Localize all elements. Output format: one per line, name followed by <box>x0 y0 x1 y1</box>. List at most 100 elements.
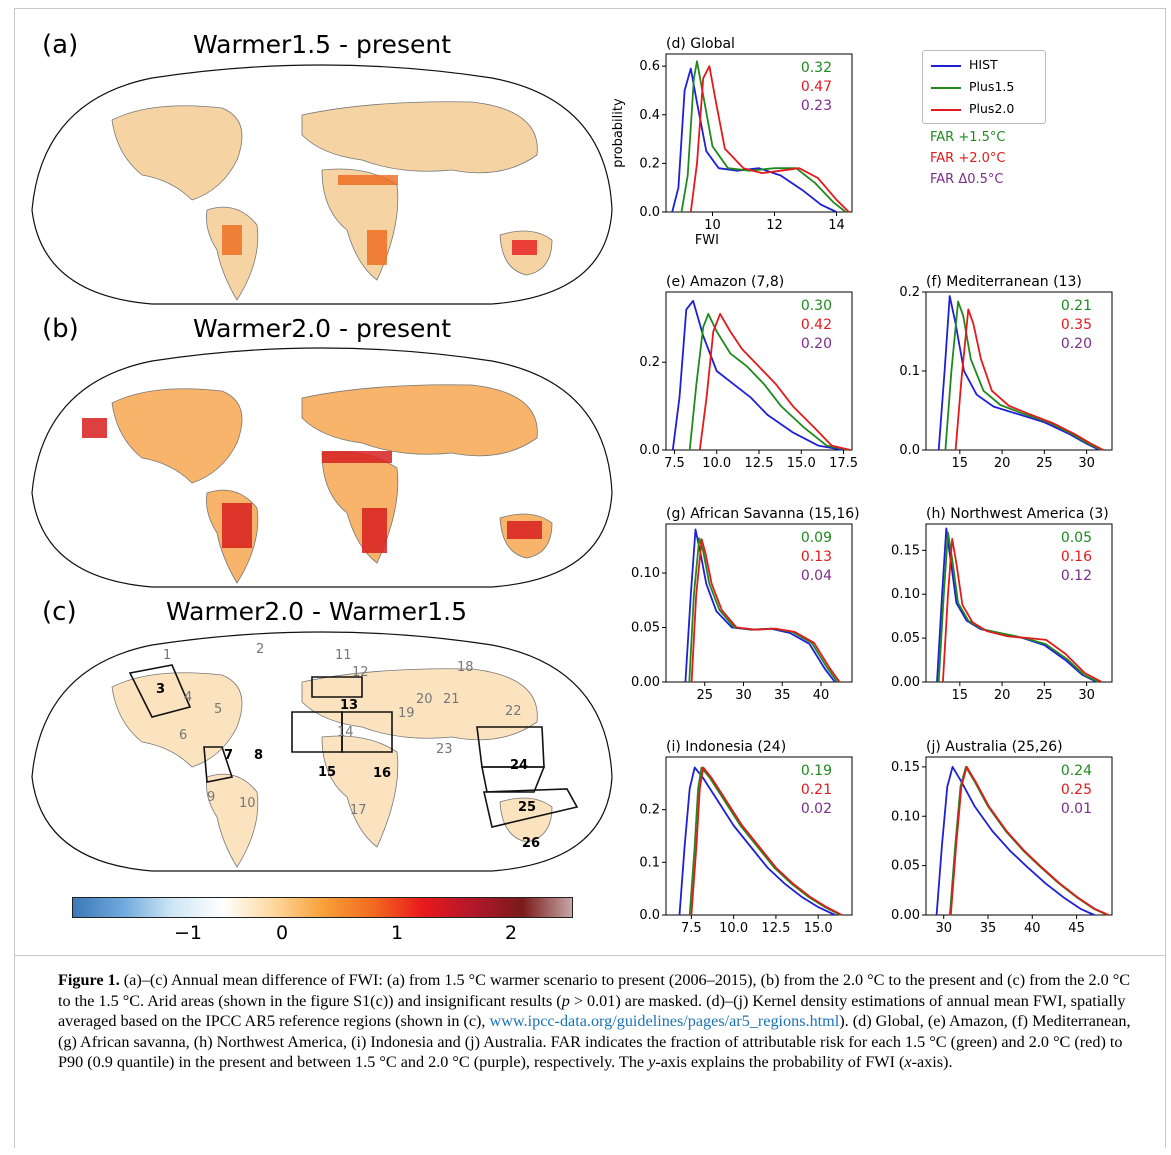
frame-right <box>1165 8 1166 1148</box>
y-tick-label: 0.0 <box>899 443 920 458</box>
legend-label: Plus1.5 <box>969 79 1015 94</box>
far-value: 0.05 <box>1061 530 1092 546</box>
far-value: 0.01 <box>1061 801 1092 817</box>
far-value: 0.42 <box>801 317 832 333</box>
x-tick-label: 10.0 <box>702 456 731 471</box>
colorbar <box>72 897 573 918</box>
far-value: 0.21 <box>1061 298 1092 314</box>
far-value: 0.02 <box>801 801 832 817</box>
map-c <box>31 631 613 872</box>
far-label-15: FAR +1.5°C <box>930 130 1006 145</box>
region-number-label: 19 <box>398 706 415 721</box>
caption-divider <box>14 955 1166 956</box>
y-tick-label: 0.15 <box>891 543 920 558</box>
map-a-hotspots <box>222 175 537 265</box>
map-b-label: (b) <box>42 314 79 344</box>
x-tick-label: 25 <box>696 688 713 703</box>
y-tick-label: 0.4 <box>639 108 660 123</box>
far-value: 0.24 <box>1061 763 1092 779</box>
y-tick-label: 0.2 <box>639 355 660 370</box>
legend-entry-plus20: Plus2.0 <box>931 101 1014 117</box>
series-line-plus20 <box>690 538 841 683</box>
series-line-hist <box>678 766 836 916</box>
y-tick-label: 0.05 <box>891 859 920 874</box>
panel-g-african-savanna: (g) African Savanna (15,16) 25 30 35 40 0.00 0… <box>631 506 860 703</box>
region-number-label: 12 <box>352 665 369 680</box>
series-line-plus20 <box>689 65 850 213</box>
map-a <box>31 64 613 305</box>
y-tick-label: 0.05 <box>891 631 920 646</box>
series-line-plus15 <box>688 313 849 451</box>
y-axis-label: probability <box>611 98 626 168</box>
caption-text-4: -axis explains the probability of FWI ( <box>655 1053 905 1071</box>
series-line-hist <box>671 67 837 213</box>
caption-text-2: > 0.01) are masked. (d)–(j) Kernel densi… <box>58 991 1126 1031</box>
figure-caption: Figure 1. (a)–(c) Annual mean difference… <box>58 970 1143 1073</box>
region-number-label: 3 <box>156 682 166 697</box>
legend-swatch <box>931 108 961 111</box>
far-value: 0.20 <box>801 336 832 352</box>
region-number-label: 8 <box>254 748 264 763</box>
series-line-hist <box>937 295 1100 451</box>
y-tick-label: 0.10 <box>891 587 920 602</box>
map-a-title: Warmer1.5 - present <box>193 30 451 59</box>
legend-label: HIST <box>969 57 998 72</box>
far-value: 0.35 <box>1061 317 1092 333</box>
x-tick-label: 40 <box>1024 921 1041 936</box>
x-tick-label: 30 <box>1078 456 1095 471</box>
map-c-title: Warmer2.0 - Warmer1.5 <box>166 597 468 626</box>
x-tick-label: 15.0 <box>804 921 833 936</box>
region-number-label: 21 <box>443 692 460 707</box>
panel-title: (f) Mediterranean (13) <box>926 274 1082 290</box>
caption-x: x <box>904 1053 912 1071</box>
y-tick-label: 0.2 <box>639 156 660 171</box>
panel-f-mediterranean: (f) Mediterranean (13)15 20 25 300.00.10.20… <box>899 274 1113 471</box>
series-line-plus15 <box>680 60 847 213</box>
series-line-hist <box>671 299 844 451</box>
x-tick-label: 15 <box>952 688 969 703</box>
far-label-20: FAR +2.0°C <box>930 151 1006 166</box>
x-tick-label: 15.0 <box>787 456 816 471</box>
y-tick-label: 0.10 <box>631 566 660 581</box>
x-tick-label: 17.5 <box>829 456 858 471</box>
panel-title: (i) Indonesia (24) <box>666 739 786 755</box>
legend-swatch <box>931 86 961 89</box>
region-number-label: 22 <box>505 704 522 719</box>
series-line-plus20 <box>949 766 1109 916</box>
caption-link[interactable]: www.ipcc-data.org/guidelines/pages/ar5_r… <box>489 1012 840 1030</box>
panel-d-global: (d) Global 10 12 14 0.0 0.2 0.4 0.6 FWI probabili… <box>611 36 853 245</box>
map-b-hotspots <box>82 418 542 553</box>
map-b-title: Warmer2.0 - present <box>193 314 451 343</box>
region-number-label: 17 <box>350 803 367 818</box>
region-number-label: 9 <box>207 790 216 805</box>
region-number-label: 16 <box>373 766 392 781</box>
far-value: 0.47 <box>801 79 832 95</box>
far-value: 0.13 <box>801 549 832 565</box>
x-tick-label: 20 <box>994 688 1011 703</box>
series-line-plus15 <box>688 766 841 916</box>
series-line-hist <box>935 766 1095 916</box>
far-value: 0.04 <box>801 568 832 584</box>
far-value: 0.32 <box>801 60 832 76</box>
y-tick-label: 0.6 <box>639 59 660 74</box>
legend-swatch <box>931 64 961 67</box>
caption-text-1: (a)–(c) Annual mean difference of FWI: (… <box>58 971 1131 1010</box>
y-tick-label: 0.2 <box>899 285 920 300</box>
x-axis-label: FWI <box>695 233 719 245</box>
panel-h-northwest-america: (h) Northwest America (3) 15 20 25 30 0.00 0.0… <box>891 506 1113 703</box>
series-line-plus20 <box>942 538 1103 683</box>
x-tick-label: 30 <box>935 921 952 936</box>
map-c-label: (c) <box>42 597 77 627</box>
region-number-label: 15 <box>318 765 337 780</box>
region-number-label: 25 <box>518 800 537 815</box>
x-tick-label: 20 <box>994 456 1011 471</box>
x-tick-label: 35 <box>774 688 791 703</box>
colorbar-tick-label: −1 <box>174 922 203 944</box>
far-value: 0.09 <box>801 530 832 546</box>
y-tick-label: 0.0 <box>639 443 660 458</box>
x-tick-label: 12.5 <box>745 456 774 471</box>
x-tick-label: 35 <box>980 921 997 936</box>
x-tick-label: 15 <box>952 456 969 471</box>
y-tick-label: 0.10 <box>891 809 920 824</box>
x-tick-label: 25 <box>1036 456 1053 471</box>
